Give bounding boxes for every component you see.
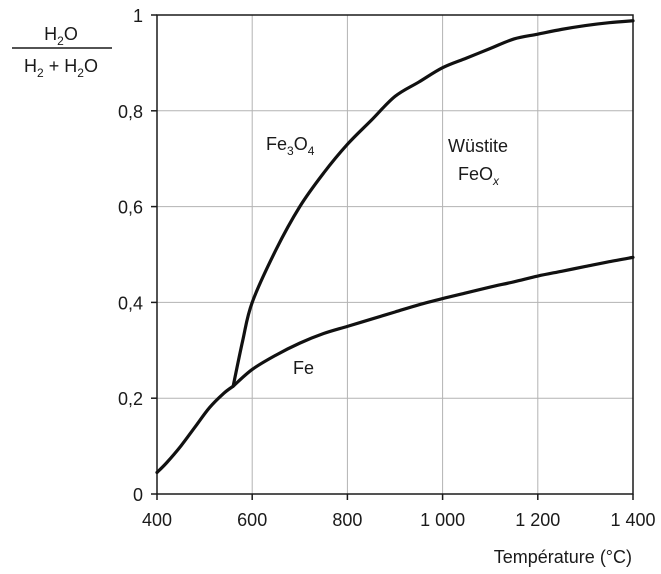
x-axis-label: Température (°C) — [494, 547, 632, 567]
curve-fe3o4-wustite — [231, 19, 635, 388]
y-tick-label: 0 — [133, 485, 143, 505]
plot-frame — [156, 14, 634, 495]
curve-wustite-fe — [231, 255, 635, 388]
x-tick-label: 400 — [142, 510, 172, 530]
x-tick-label: 1 200 — [515, 510, 560, 530]
y-tick-label: 0,2 — [118, 389, 143, 409]
y-axis-label: H2O H2 + H2O — [12, 24, 112, 80]
y-label-denominator: H2 + H2O — [24, 56, 98, 80]
y-tick-label: 0,8 — [118, 102, 143, 122]
axes — [151, 14, 634, 500]
region-label-fe3o4: Fe3O4 — [266, 134, 315, 158]
y-tick-label: 0,4 — [118, 293, 143, 313]
region-label-wustite: Wüstite — [448, 136, 508, 156]
region-label-fe: Fe — [293, 358, 314, 378]
y-label-numerator: H2O — [44, 24, 78, 48]
x-tick-label: 1 400 — [610, 510, 655, 530]
x-tick-label: 800 — [332, 510, 362, 530]
x-tick-label: 600 — [237, 510, 267, 530]
grid — [157, 15, 633, 494]
tick-labels: 400 600 800 1 000 1 200 1 400 0 0,2 0,4 0,6 0,8 1 — [118, 6, 656, 530]
curves — [155, 19, 635, 475]
y-tick-label: 1 — [133, 6, 143, 26]
y-tick-label: 0,6 — [118, 198, 143, 218]
x-tick-label: 1 000 — [420, 510, 465, 530]
region-label-feox: FeOx — [458, 164, 500, 188]
curve-fe-lower — [155, 384, 235, 475]
